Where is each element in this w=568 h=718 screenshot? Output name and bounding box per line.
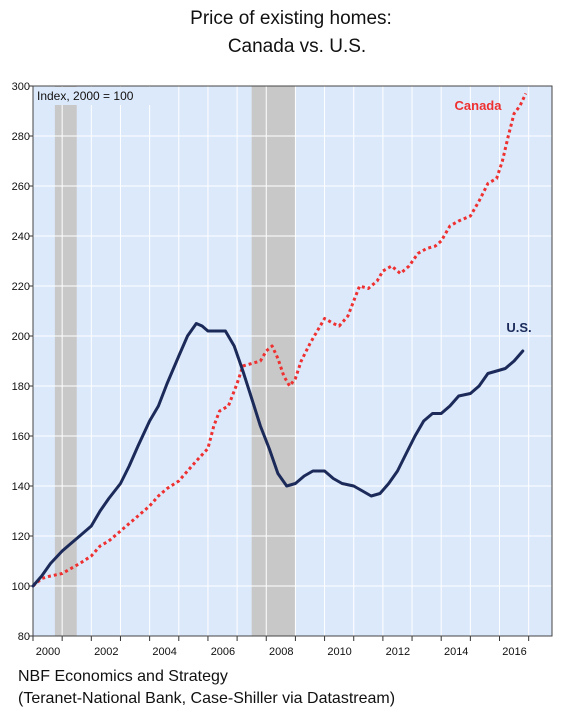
- series-label-canada: Canada: [455, 98, 503, 113]
- chart-title-line1: Price of existing homes:: [190, 8, 392, 29]
- recession-band: [54, 86, 77, 636]
- y-tick-label: 140: [12, 481, 30, 493]
- x-tick-label: 2014: [444, 646, 468, 658]
- x-tick-label: 2008: [269, 646, 293, 658]
- x-tick-label: 2010: [327, 646, 351, 658]
- chart-title-line2: Canada vs. U.S.: [228, 36, 366, 57]
- x-tick-label: 2006: [211, 646, 235, 658]
- y-tick-label: 280: [12, 131, 30, 143]
- source-line-1: NBF Economics and Strategy: [18, 668, 228, 685]
- index-note: Index, 2000 = 100: [37, 89, 134, 103]
- y-tick-label: 260: [12, 181, 30, 193]
- x-tick-label: 2004: [152, 646, 176, 658]
- plot-area: 80 100 120 140 160 180 200 220 240 260 280 300 2000 2…: [12, 81, 553, 658]
- y-tick-label: 180: [12, 381, 30, 393]
- y-tick-label: 240: [12, 231, 30, 243]
- series-line-canada: [32, 92, 528, 588]
- y-tick-label: 80: [18, 631, 30, 643]
- x-tick-label: 2012: [386, 646, 410, 658]
- y-tick-label: 200: [12, 331, 30, 343]
- plot-border: [32, 85, 553, 637]
- y-tick-label: 220: [12, 281, 30, 293]
- source-line-2: (Teranet-National Bank, Case-Shiller via…: [18, 690, 396, 707]
- series-line-us: [31, 322, 525, 588]
- index-note-background: [34, 87, 162, 105]
- recession-band: [251, 86, 296, 636]
- series-label-us: U.S.: [506, 320, 531, 335]
- x-tick-label: 2000: [36, 646, 60, 658]
- y-tick-label: 100: [12, 581, 30, 593]
- x-tick-label: 2002: [94, 646, 118, 658]
- y-tick-label: 120: [12, 531, 30, 543]
- y-tick-label: 160: [12, 431, 30, 443]
- y-tick-label: 300: [12, 81, 30, 93]
- x-tick-label: 2016: [502, 646, 526, 658]
